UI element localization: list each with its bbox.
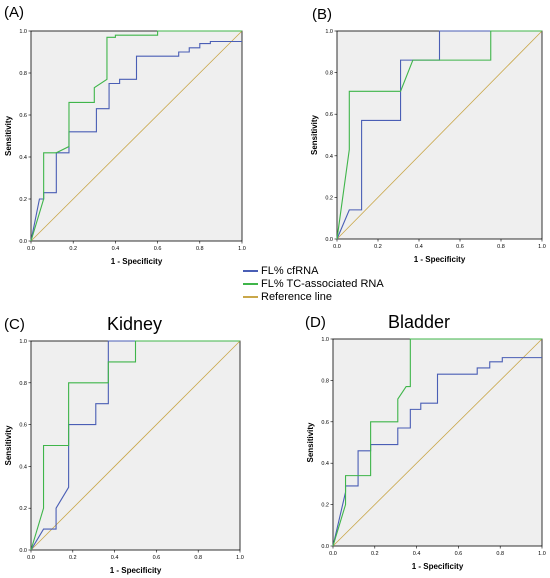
y-tick-label-c-0: 0.0 [19, 548, 27, 554]
x-tick-label-c-3: 0.6 [153, 555, 161, 561]
series-line-a-reference-line [30, 30, 243, 242]
x-tick-label-a-2: 0.4 [112, 246, 120, 252]
x-tick-label-a-4: 0.8 [196, 246, 204, 252]
x-tick-label-b-4: 0.8 [497, 244, 505, 250]
panel-title-bladder: Bladder [388, 312, 451, 332]
legend-item-tc-rna: FL% TC-associated RNA [243, 277, 384, 290]
y-tick-label-a-0: 0.0 [19, 239, 27, 245]
panel-label-d: (D) [305, 314, 326, 331]
series-line-c-fl-tc-associated-rna [30, 340, 240, 551]
y-axis-label-a: Sensitivity [4, 115, 13, 156]
y-tick-label-d-3: 0.6 [321, 420, 329, 426]
panel-title-kidney: Kidney [107, 314, 163, 334]
y-tick-label-b-2: 0.4 [325, 154, 333, 160]
y-tick-label-d-1: 0.2 [321, 503, 329, 509]
y-tick-label-c-3: 0.6 [19, 423, 27, 429]
series-line-c-reference-line [30, 340, 241, 551]
x-tick-label-b-0: 0.0 [333, 244, 341, 250]
y-tick-label-c-2: 0.4 [19, 464, 27, 470]
x-tick-label-c-2: 0.4 [111, 555, 119, 561]
x-tick-label-d-3: 0.6 [455, 551, 463, 557]
x-tick-label-c-5: 1.0 [236, 555, 244, 561]
x-tick-label-a-5: 1.0 [238, 246, 246, 252]
x-tick-label-c-0: 0.0 [27, 555, 35, 561]
y-tick-label-b-1: 0.2 [325, 195, 333, 201]
series-line-a-fl-cfrna [30, 40, 242, 242]
y-tick-label-a-1: 0.2 [19, 197, 27, 203]
y-tick-label-d-0: 0.0 [321, 544, 329, 550]
x-tick-label-a-1: 0.2 [69, 246, 77, 252]
x-tick-label-d-0: 0.0 [329, 551, 337, 557]
legend: FL% cfRNA FL% TC-associated RNA Referenc… [243, 264, 384, 303]
x-tick-label-b-1: 0.2 [374, 244, 382, 250]
x-axis-label-a: 1 - Specificity [111, 257, 163, 266]
legend-swatch-tc-rna [243, 282, 258, 285]
series-line-b-reference-line [336, 30, 543, 240]
x-axis-label-c: 1 - Specificity [110, 566, 162, 575]
y-tick-label-b-5: 1.0 [325, 29, 333, 35]
legend-label-reference: Reference line [261, 290, 332, 303]
legend-swatch-reference [243, 295, 258, 298]
x-tick-label-b-5: 1.0 [538, 244, 546, 250]
series-line-a-fl-tc-associated-rna [30, 30, 242, 242]
x-tick-label-d-5: 1.0 [538, 551, 546, 557]
y-tick-label-d-5: 1.0 [321, 337, 329, 343]
series-line-d-reference-line [332, 338, 543, 547]
panel-label-b: (B) [312, 6, 332, 23]
y-axis-label-b: Sensitivity [310, 114, 319, 155]
panel-label-c: (C) [4, 316, 25, 333]
legend-item-reference: Reference line [243, 290, 384, 303]
x-tick-label-c-4: 0.8 [194, 555, 202, 561]
x-axis-label-d: 1 - Specificity [412, 562, 464, 571]
y-tick-label-b-0: 0.0 [325, 237, 333, 243]
x-tick-label-d-4: 0.8 [496, 551, 504, 557]
x-tick-label-c-1: 0.2 [69, 555, 77, 561]
x-tick-label-d-2: 0.4 [413, 551, 421, 557]
series-line-b-fl-tc-associated-rna [336, 30, 542, 240]
y-axis-label-d: Sensitivity [306, 422, 315, 463]
y-tick-label-a-3: 0.6 [19, 113, 27, 119]
panel-label-a: (A) [4, 4, 24, 21]
series-line-d-fl-tc-associated-rna [332, 338, 542, 547]
legend-label-tc-rna: FL% TC-associated RNA [261, 277, 384, 290]
x-tick-label-a-0: 0.0 [27, 246, 35, 252]
legend-item-cfrna: FL% cfRNA [243, 264, 384, 277]
x-axis-label-b: 1 - Specificity [414, 255, 466, 264]
y-tick-label-a-2: 0.4 [19, 155, 27, 161]
y-tick-label-b-3: 0.6 [325, 112, 333, 118]
x-tick-label-b-2: 0.4 [415, 244, 423, 250]
series-line-d-fl-cfrna [332, 357, 542, 547]
y-tick-label-c-1: 0.2 [19, 506, 27, 512]
y-tick-label-a-5: 1.0 [19, 29, 27, 35]
legend-swatch-cfrna [243, 269, 258, 272]
y-tick-label-c-4: 0.8 [19, 381, 27, 387]
x-tick-label-a-3: 0.6 [154, 246, 162, 252]
series-line-b-fl-cfrna [336, 30, 542, 240]
legend-label-cfrna: FL% cfRNA [261, 264, 319, 277]
y-tick-label-b-4: 0.8 [325, 71, 333, 77]
y-tick-label-c-5: 1.0 [19, 339, 27, 345]
x-tick-label-b-3: 0.6 [456, 244, 464, 250]
x-tick-label-d-1: 0.2 [371, 551, 379, 557]
y-tick-label-a-4: 0.8 [19, 71, 27, 77]
y-tick-label-d-4: 0.8 [321, 378, 329, 384]
y-tick-label-d-2: 0.4 [321, 461, 329, 467]
y-axis-label-c: Sensitivity [4, 425, 13, 466]
